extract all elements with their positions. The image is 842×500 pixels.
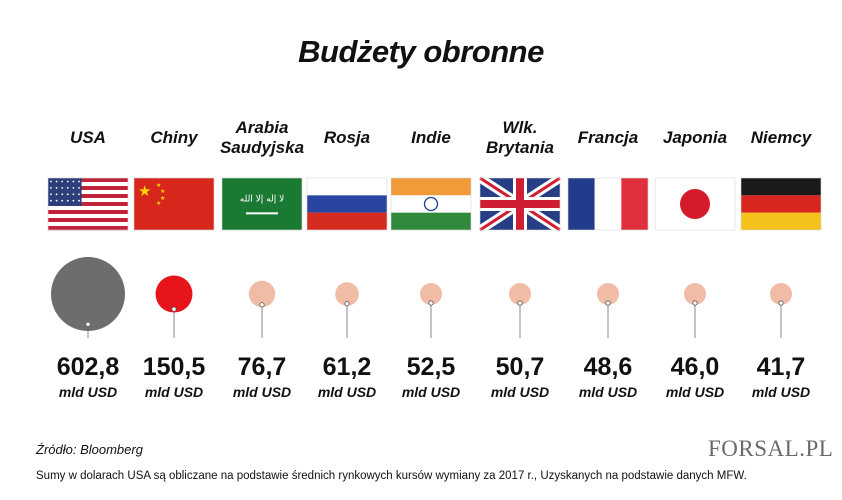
svg-text:★: ★ xyxy=(156,182,161,189)
budget-bubble-8 xyxy=(770,283,792,305)
country-label-3: Rosja xyxy=(324,128,370,147)
country-label-5-0: Wlk. xyxy=(503,118,538,137)
bubble-anchor-dot xyxy=(428,300,434,306)
unit-label-4: mld USD xyxy=(402,384,460,400)
unit-label-6: mld USD xyxy=(579,384,637,400)
value-label-7: 46,0 xyxy=(671,353,720,381)
forsal-logo: FORSAL.PL xyxy=(708,436,834,461)
svg-text:★: ★ xyxy=(160,188,165,195)
country-label-0: USA xyxy=(70,128,106,147)
svg-text:لا إله إلا الله: لا إله إلا الله xyxy=(240,194,284,204)
unit-label-2: mld USD xyxy=(233,384,291,400)
uk-flag-icon xyxy=(477,174,563,234)
bubble-anchor-dot xyxy=(517,300,523,306)
unit-label-0: mld USD xyxy=(59,384,117,400)
value-label-6: 48,6 xyxy=(584,353,633,381)
country-label-1: Chiny xyxy=(150,128,199,147)
budget-bubble-6 xyxy=(597,283,619,305)
germany-flag-icon xyxy=(740,177,822,231)
saudi-arabia-flag-icon: لا إله إلا الله xyxy=(221,177,303,231)
chart-title: Budżety obronne xyxy=(298,34,544,69)
budget-bubble-5 xyxy=(509,283,531,305)
unit-label-8: mld USD xyxy=(752,384,810,400)
country-label-8: Niemcy xyxy=(751,128,813,147)
budget-bubble-3 xyxy=(335,282,359,306)
value-label-2: 76,7 xyxy=(238,353,287,381)
budget-bubble-0 xyxy=(51,257,125,331)
country-label-2-0: Arabia xyxy=(235,118,289,137)
country-label-4: Indie xyxy=(411,128,451,147)
unit-label-5: mld USD xyxy=(491,384,549,400)
bubble-anchor-dot xyxy=(692,300,698,306)
unit-label-3: mld USD xyxy=(318,384,376,400)
budget-bubble-1 xyxy=(155,275,193,313)
value-label-8: 41,7 xyxy=(757,353,806,381)
svg-text:★: ★ xyxy=(156,200,161,207)
bubble-anchor-dot xyxy=(259,302,265,308)
china-flag-icon: ★ ★★★★ xyxy=(133,177,215,231)
unit-label-7: mld USD xyxy=(666,384,724,400)
budget-bubble-7 xyxy=(684,283,706,305)
bubble-anchor-dot xyxy=(85,321,91,327)
footnote: Sumy w dolarach USA są obliczane na pods… xyxy=(36,470,747,482)
india-flag-icon xyxy=(390,177,472,231)
russia-flag-icon xyxy=(306,177,388,231)
svg-text:★: ★ xyxy=(138,183,151,200)
country-label-5-1: Brytania xyxy=(486,138,554,157)
country-label-2-1: Saudyjska xyxy=(220,138,304,157)
value-label-3: 61,2 xyxy=(323,353,372,381)
country-label-7: Japonia xyxy=(663,128,727,147)
svg-text:★: ★ xyxy=(160,195,165,202)
france-flag-icon xyxy=(567,177,649,231)
japan-flag-icon xyxy=(654,177,736,231)
bubble-anchor-dot xyxy=(344,301,350,307)
country-label-6: Francja xyxy=(578,128,638,147)
value-label-5: 50,7 xyxy=(496,353,545,381)
budget-bubble-4 xyxy=(420,283,442,305)
value-label-0: 602,8 xyxy=(57,353,120,381)
value-label-4: 52,5 xyxy=(407,353,456,381)
us-flag-icon xyxy=(47,177,129,231)
bubble-anchor-dot xyxy=(605,300,611,306)
unit-label-1: mld USD xyxy=(145,384,203,400)
value-label-1: 150,5 xyxy=(143,353,206,381)
budget-bubble-2 xyxy=(248,280,276,308)
bubble-anchor-dot xyxy=(171,306,177,312)
source-note: Źródło: Bloomberg xyxy=(36,442,143,457)
bubble-anchor-dot xyxy=(778,300,784,306)
